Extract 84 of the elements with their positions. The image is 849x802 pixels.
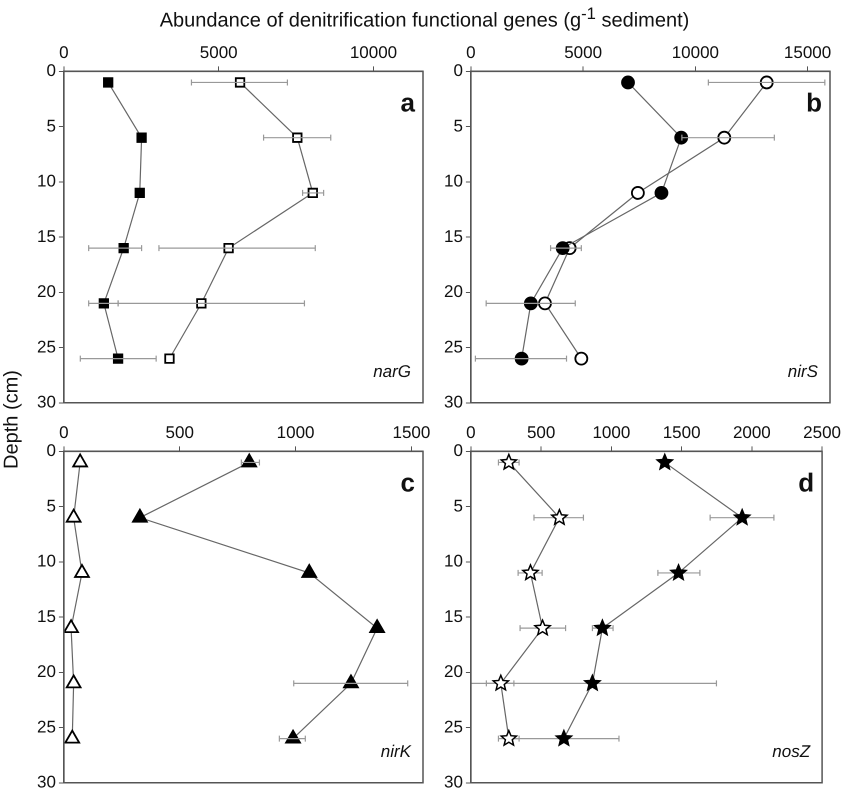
- x-tick-label: 1500: [662, 422, 701, 442]
- y-tick-label: 25: [444, 337, 463, 356]
- y-tick-label: 30: [444, 772, 463, 792]
- y-tick-label: 15: [36, 226, 56, 246]
- point: [164, 353, 175, 364]
- point: [66, 674, 82, 688]
- y-tick-label: 25: [444, 717, 463, 736]
- annotation: nosZ: [772, 742, 811, 762]
- point: [500, 454, 518, 470]
- point: [301, 564, 318, 578]
- point: [584, 674, 601, 691]
- x-tick-label: 15000: [784, 42, 832, 62]
- y-tick-label: 0: [46, 61, 56, 80]
- point: [132, 508, 148, 523]
- point: [134, 188, 145, 198]
- x-tick-label: 1500: [392, 422, 430, 442]
- point: [369, 619, 385, 634]
- point: [522, 564, 539, 580]
- annotation: nirK: [380, 742, 412, 762]
- point: [574, 352, 588, 366]
- x-tick-label: 5000: [564, 42, 602, 62]
- x-tick-label: 0: [59, 42, 69, 62]
- point: [136, 132, 147, 143]
- point: [670, 564, 687, 580]
- point: [534, 619, 551, 636]
- annotation: nirS: [788, 362, 819, 382]
- annotation: a: [400, 88, 416, 118]
- y-tick-label: 10: [444, 172, 463, 191]
- y-axis-title: Depth (cm): [0, 369, 24, 471]
- y-tick-label: 30: [36, 772, 56, 792]
- x-tick-label: 10000: [672, 42, 719, 62]
- x-tick-label: 2000: [732, 422, 771, 442]
- point: [594, 619, 611, 636]
- y-tick-label: 20: [444, 282, 463, 302]
- y-tick-label: 25: [36, 337, 56, 356]
- y-tick-label: 5: [453, 116, 463, 136]
- point: [492, 674, 510, 691]
- annotation: c: [400, 468, 415, 498]
- point: [734, 508, 751, 525]
- y-tick-label: 0: [453, 61, 463, 80]
- point: [656, 454, 674, 470]
- y-tick-label: 15: [444, 226, 463, 246]
- x-tick-label: 2500: [803, 422, 842, 442]
- point: [72, 454, 88, 468]
- y-tick-label: 5: [453, 496, 463, 516]
- y-tick-label: 10: [36, 172, 56, 191]
- point: [556, 730, 572, 746]
- point: [64, 730, 80, 744]
- y-tick-label: 5: [46, 496, 56, 516]
- point: [103, 77, 114, 88]
- y-tick-label: 5: [46, 116, 56, 136]
- x-tick-label: 500: [526, 422, 556, 442]
- y-tick-label: 25: [36, 717, 56, 736]
- y-tick-label: 20: [36, 282, 56, 302]
- y-tick-label: 15: [444, 606, 463, 626]
- x-tick-label: 10000: [350, 42, 398, 62]
- x-tick-label: 0: [466, 42, 476, 62]
- x-tick-label: 500: [166, 422, 194, 442]
- y-tick-label: 10: [444, 552, 463, 571]
- point: [621, 76, 635, 90]
- point: [630, 186, 645, 200]
- y-tick-label: 0: [46, 441, 56, 460]
- x-tick-label: 0: [466, 422, 476, 442]
- annotation: narG: [373, 362, 411, 382]
- x-tick-label: 1000: [592, 422, 630, 442]
- y-tick-label: 15: [36, 606, 56, 626]
- point: [64, 619, 79, 634]
- x-tick-label: 5000: [200, 42, 238, 62]
- x-tick-label: 0: [59, 422, 69, 442]
- point: [74, 564, 90, 578]
- annotation: b: [806, 88, 822, 118]
- y-tick-label: 10: [36, 552, 56, 571]
- y-tick-label: 20: [36, 662, 56, 682]
- y-tick-label: 20: [444, 662, 463, 682]
- y-tick-label: 30: [444, 392, 463, 412]
- x-tick-label: 1000: [276, 422, 314, 442]
- point: [66, 508, 82, 523]
- point: [654, 186, 668, 200]
- point: [500, 730, 518, 746]
- point: [551, 508, 568, 525]
- y-tick-label: 30: [36, 392, 56, 412]
- y-tick-label: 0: [453, 441, 463, 460]
- annotation: d: [798, 468, 814, 498]
- chart-title: Abundance of denitrification functional genes (g$^{-1}$ sediment): [158, 4, 690, 33]
